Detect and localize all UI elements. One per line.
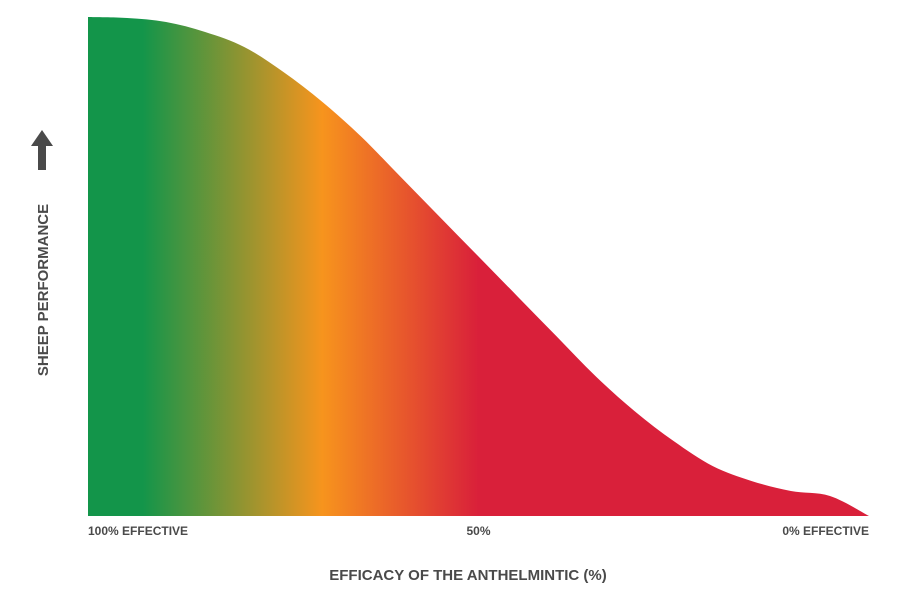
axis-labels: SHEEP PERFORMANCE EFFICACY OF THE ANTHEL…: [31, 130, 607, 584]
y-axis-arrow-icon: [31, 130, 53, 170]
performance-area: [88, 17, 869, 516]
x-tick-labels: 100% EFFECTIVE 50% 0% EFFECTIVE: [88, 524, 869, 538]
y-axis-label: SHEEP PERFORMANCE: [35, 204, 52, 376]
x-axis-label: EFFICACY OF THE ANTHELMINTIC (%): [329, 567, 607, 584]
x-tick-label: 100% EFFECTIVE: [88, 524, 188, 538]
x-tick-label: 0% EFFECTIVE: [782, 524, 869, 538]
up-arrow-icon: [31, 130, 53, 170]
plot-area: [88, 17, 869, 516]
x-tick-label: 50%: [466, 524, 490, 538]
